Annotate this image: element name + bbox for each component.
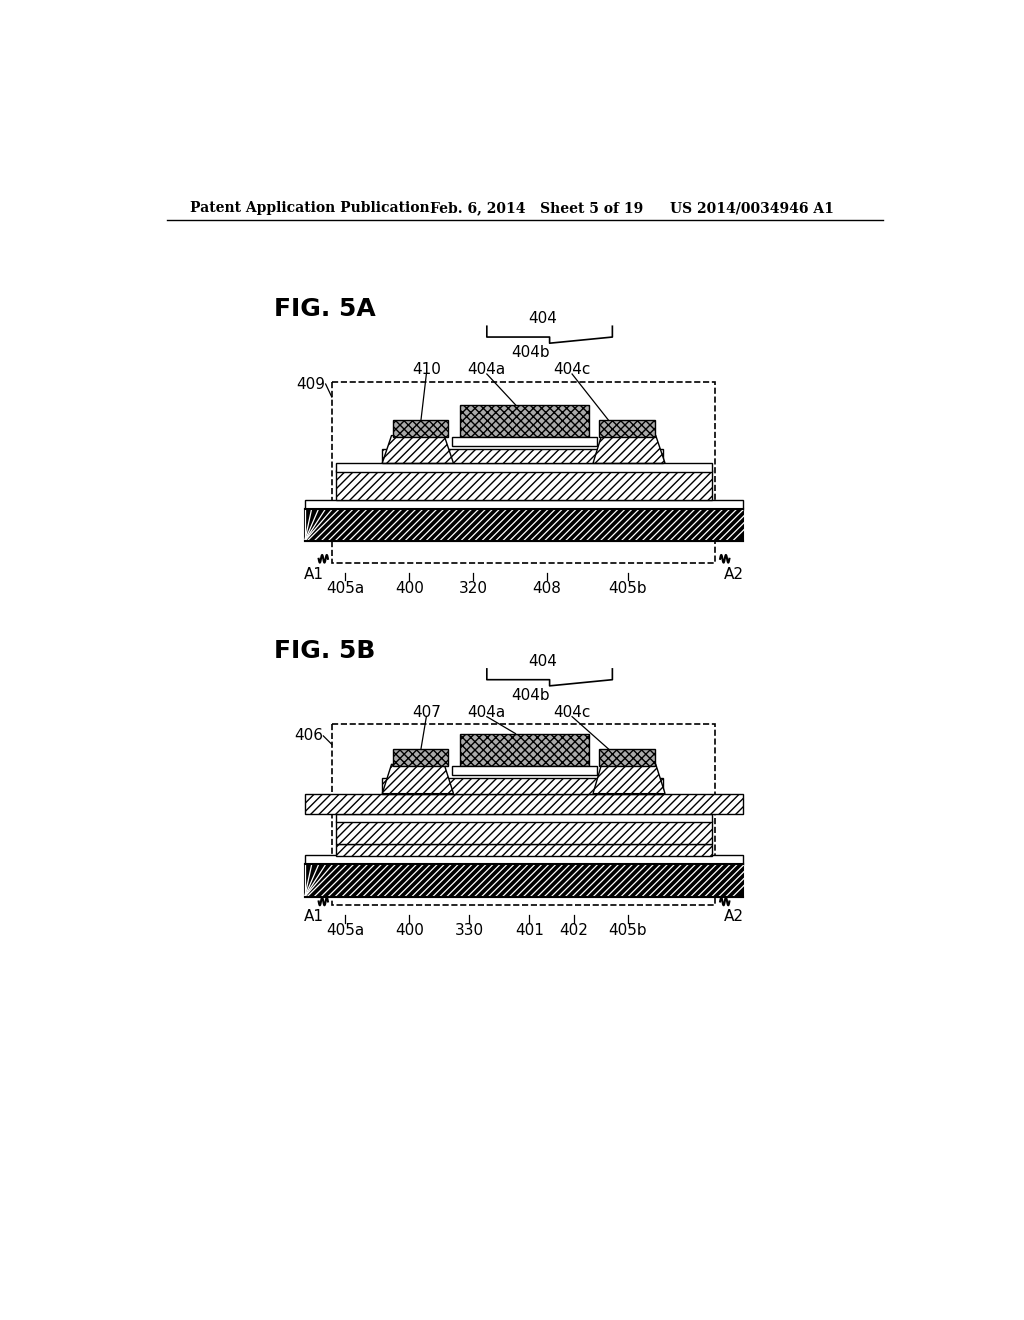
- Polygon shape: [336, 821, 712, 845]
- Text: 404a: 404a: [468, 362, 506, 378]
- Text: 404: 404: [528, 312, 557, 326]
- Text: Feb. 6, 2014   Sheet 5 of 19: Feb. 6, 2014 Sheet 5 of 19: [430, 202, 643, 215]
- Polygon shape: [593, 436, 665, 463]
- Text: 401: 401: [515, 923, 544, 939]
- Polygon shape: [382, 764, 454, 793]
- Polygon shape: [382, 449, 663, 463]
- Polygon shape: [599, 420, 655, 437]
- Text: A1: A1: [304, 909, 324, 924]
- Text: 407: 407: [412, 705, 440, 719]
- Text: A2: A2: [724, 909, 744, 924]
- Text: 405a: 405a: [326, 581, 365, 595]
- Text: 404b: 404b: [512, 688, 550, 702]
- Polygon shape: [593, 764, 665, 793]
- Polygon shape: [305, 508, 742, 541]
- Polygon shape: [452, 766, 597, 775]
- Polygon shape: [393, 420, 449, 437]
- Text: US 2014/0034946 A1: US 2014/0034946 A1: [671, 202, 835, 215]
- Polygon shape: [305, 855, 742, 866]
- Polygon shape: [332, 725, 716, 906]
- Polygon shape: [336, 813, 712, 822]
- Text: 402: 402: [559, 923, 588, 939]
- Polygon shape: [305, 793, 742, 814]
- Text: 400: 400: [395, 923, 424, 939]
- Polygon shape: [460, 405, 589, 437]
- Text: 400: 400: [395, 581, 424, 595]
- Polygon shape: [336, 843, 712, 857]
- Polygon shape: [460, 734, 589, 766]
- Text: A1: A1: [304, 566, 324, 582]
- Polygon shape: [336, 470, 712, 500]
- Text: 409: 409: [297, 376, 326, 392]
- Polygon shape: [393, 748, 449, 766]
- Polygon shape: [305, 865, 742, 896]
- Text: 320: 320: [459, 581, 487, 595]
- Polygon shape: [305, 499, 742, 510]
- Text: 404c: 404c: [553, 362, 591, 378]
- Polygon shape: [382, 779, 663, 793]
- Text: Patent Application Publication: Patent Application Publication: [190, 202, 430, 215]
- Text: 404b: 404b: [512, 345, 550, 360]
- Text: 404a: 404a: [468, 705, 506, 719]
- Text: 405b: 405b: [608, 581, 647, 595]
- Polygon shape: [382, 436, 454, 463]
- Text: A2: A2: [724, 566, 744, 582]
- Polygon shape: [336, 462, 712, 471]
- Text: FIG. 5B: FIG. 5B: [273, 639, 375, 663]
- Text: FIG. 5A: FIG. 5A: [273, 297, 376, 321]
- Text: 404c: 404c: [553, 705, 591, 719]
- Polygon shape: [599, 748, 655, 766]
- Text: 330: 330: [455, 923, 483, 939]
- Text: 404: 404: [528, 653, 557, 669]
- Text: 410: 410: [412, 362, 440, 378]
- Text: 405a: 405a: [326, 923, 365, 939]
- Polygon shape: [452, 437, 597, 446]
- Polygon shape: [332, 381, 716, 562]
- Text: 406: 406: [294, 729, 324, 743]
- Text: 408: 408: [532, 581, 561, 595]
- Text: 405b: 405b: [608, 923, 647, 939]
